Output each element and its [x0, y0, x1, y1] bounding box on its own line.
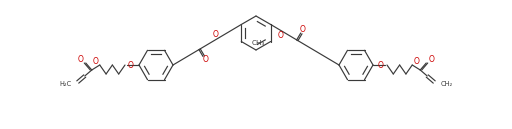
Text: O: O — [78, 55, 83, 64]
Text: O: O — [300, 25, 306, 34]
Text: O: O — [128, 61, 134, 70]
Text: CH₂: CH₂ — [440, 81, 453, 87]
Text: O: O — [277, 31, 283, 40]
Text: O: O — [413, 57, 419, 66]
Text: O: O — [202, 55, 208, 64]
Text: O: O — [213, 30, 219, 39]
Text: H₂C: H₂C — [59, 81, 72, 87]
Text: CH₃: CH₃ — [251, 40, 265, 46]
Text: O: O — [93, 57, 99, 66]
Text: O: O — [378, 61, 384, 70]
Text: O: O — [429, 55, 434, 64]
